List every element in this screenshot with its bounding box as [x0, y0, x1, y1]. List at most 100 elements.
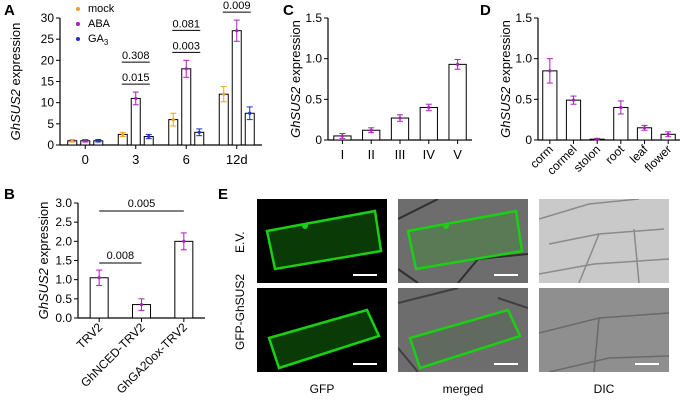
data-point — [182, 239, 186, 243]
data-point — [398, 116, 402, 120]
bar — [565, 99, 582, 141]
y-tick-label: 1.5 — [55, 254, 72, 268]
y-tick-label: 0.5 — [55, 292, 72, 306]
x-tick-label: stolon — [571, 142, 604, 175]
x-tick-label: V — [453, 147, 462, 162]
data-point — [571, 98, 576, 102]
x-tick-label: 12d — [226, 152, 248, 167]
y-tick-label: 0 — [47, 138, 54, 152]
panel-label-c: C — [283, 2, 294, 19]
panel-label-a: A — [4, 2, 15, 19]
y-tick-label: 2.5 — [55, 215, 72, 229]
data-point — [134, 96, 138, 101]
y-tick-label: 20 — [41, 53, 55, 67]
micro-ev-gfp — [257, 199, 387, 283]
data-point — [70, 139, 74, 143]
data-point — [139, 302, 144, 307]
y-tick-label: 15 — [41, 75, 55, 89]
x-tick-label: 0 — [82, 152, 89, 167]
x-tick-label: 6 — [183, 152, 190, 167]
panel-label-e: E — [218, 186, 229, 203]
data-point — [121, 132, 125, 137]
x-tick-label: II — [368, 147, 375, 162]
legend-label: ABA — [88, 18, 111, 30]
cell-outline-sus2-merged — [398, 288, 528, 372]
chart-b: 0.0 0.5 1.0 1.5 2.0 2.5 3.0 GhSUS2 expression TR… — [36, 196, 205, 396]
bar — [181, 68, 192, 146]
p-value: 0.008 — [107, 250, 135, 262]
y-tick-label: 0 — [315, 133, 322, 147]
data-point — [642, 126, 647, 130]
cell-outline-ev-dic — [539, 199, 669, 283]
y-tick-label: 10 — [41, 96, 55, 110]
y-tick-label: 30 — [41, 11, 55, 25]
x-tick-label: root — [602, 142, 627, 167]
data-point — [548, 69, 552, 73]
micro-gfp-ghsus2-gfp — [257, 288, 387, 372]
data-point — [235, 29, 239, 33]
data-point — [369, 128, 373, 132]
y-tick-label: 0.5 — [305, 92, 322, 106]
data-point — [595, 137, 599, 141]
p-value: 0.003 — [172, 40, 200, 52]
y-axis-label: GhSUS2 expression — [8, 23, 23, 141]
micro-ev-merged — [398, 199, 528, 283]
p-value: 0.308 — [122, 50, 150, 62]
col-caption-gfp: GFP — [309, 382, 335, 396]
legend-label: GA3 — [88, 33, 109, 47]
scale-bar — [353, 274, 377, 276]
panel-label-d: D — [480, 2, 491, 19]
legend-marker — [76, 37, 80, 41]
micro-ev-dic — [539, 199, 669, 283]
y-tick-label: 3.0 — [55, 196, 72, 210]
p-value: 0.015 — [122, 72, 150, 84]
scale-bar — [353, 363, 377, 365]
x-tick-label: TRV2 — [74, 320, 106, 352]
data-point — [619, 105, 623, 110]
legend-marker — [76, 22, 80, 26]
micro-gfp-ghsus2-dic — [539, 288, 669, 372]
data-point — [248, 111, 252, 115]
micro-gfp-ghsus2-merged — [398, 288, 528, 372]
y-tick-label: 2.0 — [55, 234, 72, 248]
col-caption-merged: merged — [442, 382, 484, 396]
x-tick-label: flower — [642, 142, 675, 175]
data-point — [171, 118, 175, 122]
y-axis-label: GhSUS2 expression — [288, 20, 303, 138]
data-point — [427, 105, 431, 110]
data-point — [147, 134, 151, 139]
chart-a: 0 5 10 15 20 25 30 GhSUS2 expression 0 3 6 12d 0.308… — [8, 0, 262, 167]
row-label-ev: E.V. — [233, 231, 247, 253]
y-tick-label: 0 — [525, 133, 532, 147]
data-point — [456, 62, 460, 66]
legend-label: mock — [88, 3, 115, 15]
bar — [419, 106, 438, 141]
cell-outline-ev-gfp — [265, 209, 383, 271]
data-point — [222, 92, 226, 96]
y-tick-label: 1.5 — [305, 11, 322, 25]
y-tick-label: 1.5 — [515, 11, 532, 25]
data-point — [197, 130, 201, 134]
bar — [448, 63, 467, 141]
scale-bar — [494, 274, 518, 276]
y-tick-label: 5 — [47, 117, 54, 131]
data-point — [97, 276, 101, 280]
y-axis-label: GhSUS2 expression — [36, 202, 51, 320]
bar — [130, 97, 141, 146]
y-tick-label: 1.0 — [305, 52, 322, 66]
x-tick-label: I — [341, 147, 345, 162]
y-tick-label: 25 — [41, 32, 55, 46]
data-point — [96, 139, 100, 143]
y-tick-label: 0.0 — [55, 311, 72, 325]
p-value: 0.005 — [128, 198, 156, 210]
p-value: 0.081 — [172, 18, 200, 30]
cell-outline-sus2-dic — [539, 312, 669, 372]
x-tick-label: III — [395, 147, 406, 162]
bar — [174, 240, 194, 319]
scale-bar — [494, 363, 518, 365]
cell-outline-ev-merged — [398, 199, 528, 283]
x-tick-label: IV — [423, 147, 436, 162]
data-point — [666, 132, 670, 136]
